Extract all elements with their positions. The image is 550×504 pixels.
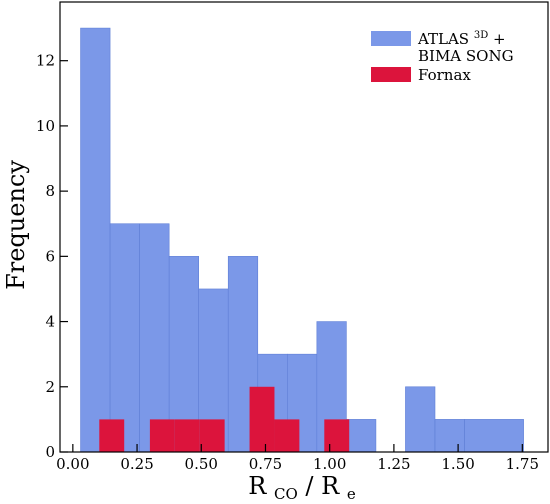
x-tick-label: 1.75	[506, 455, 539, 473]
ticks-layer: 0.00 0.25 0.50 0.75 1.00 1.25 1.50 1.75 0 2 4 6 8 10 1…	[36, 52, 539, 473]
legend-label-atlas-tail: +	[493, 30, 506, 48]
legend-label-atlas-line2: BIMA SONG	[418, 47, 514, 65]
x-tick-label: 1.00	[313, 455, 346, 473]
atlas-bin-bar	[80, 27, 111, 453]
legend-swatch-fornax	[371, 67, 411, 82]
atlas-bin-bar	[405, 386, 436, 453]
fornax-bin-bar	[249, 386, 275, 452]
atlas-bin-bar	[346, 419, 377, 453]
x-tick-label: 1.50	[441, 455, 474, 473]
atlas-bin-bar	[434, 419, 465, 453]
fornax-bin-bar	[99, 419, 125, 452]
legend-label-fornax: Fornax	[418, 66, 471, 84]
legend-label-atlas: ATLAS 3D +	[417, 24, 506, 48]
atlas-bin-bar	[464, 419, 524, 453]
x-axis-label-subscript-co: CO	[274, 485, 298, 503]
y-tick-label: 10	[36, 117, 55, 135]
legend-label-atlas-main: ATLAS	[417, 30, 469, 48]
x-tick-label: 0.75	[249, 455, 282, 473]
atlas-bin-bar	[109, 223, 140, 453]
fornax-bin-bar	[274, 419, 300, 452]
fornax-bin-bar	[149, 419, 175, 452]
y-axis-label: Frequency	[2, 160, 30, 290]
legend: ATLAS 3D + BIMA SONG Fornax	[371, 24, 514, 84]
fornax-bin-bar	[199, 419, 225, 452]
legend-swatch-atlas	[371, 31, 411, 46]
plot-frame	[59, 1, 549, 453]
x-tick-label: 0.25	[120, 455, 153, 473]
fornax-bin-bar	[324, 419, 350, 452]
legend-label-atlas-sup: 3D	[474, 30, 488, 41]
x-axis-label-separator: / R	[305, 472, 340, 500]
atlas-bin-bar	[287, 353, 318, 453]
x-axis-label-subscript-e: e	[347, 485, 356, 503]
x-axis-label-main: R	[248, 472, 267, 500]
x-axis-label: R CO / R e	[248, 472, 356, 504]
y-tick-label: 0	[45, 443, 55, 461]
x-tick-label: 1.25	[377, 455, 410, 473]
y-tick-label: 4	[45, 313, 55, 331]
y-tick-label: 2	[45, 378, 55, 396]
y-tick-label: 6	[45, 247, 55, 265]
atlas-bin-bar	[139, 223, 170, 453]
y-tick-label: 8	[45, 182, 55, 200]
y-tick-label: 12	[36, 52, 55, 70]
x-tick-label: 0.50	[185, 455, 218, 473]
x-tick-label: 0.00	[56, 455, 89, 473]
bars-layer	[80, 27, 524, 453]
fornax-bin-bar	[174, 419, 200, 452]
